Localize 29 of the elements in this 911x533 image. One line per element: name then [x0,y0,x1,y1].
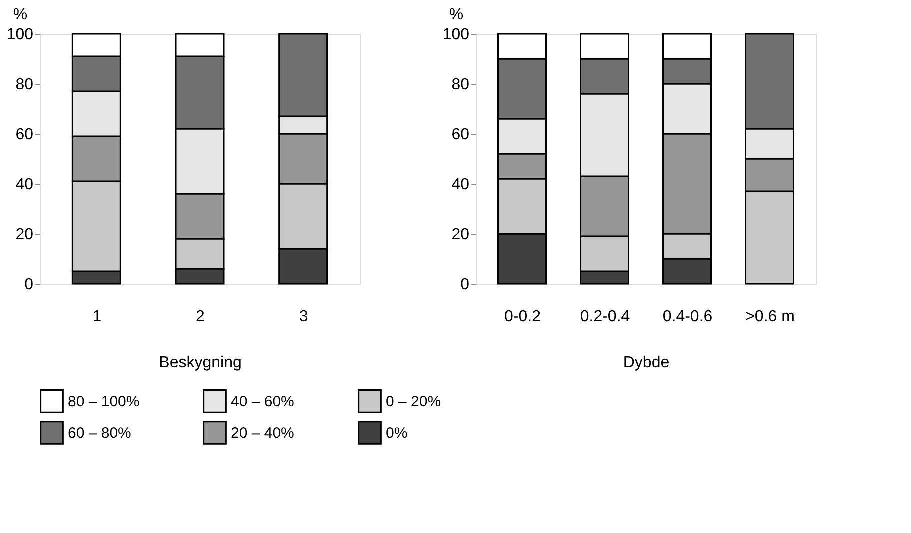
x-tick-label: 3 [299,308,308,326]
y-tick-label: 0 [460,276,470,294]
y-tick-label: 100 [442,26,470,44]
legend-label: 0 – 20% [386,393,442,410]
y-tick-label: 20 [16,226,34,244]
y-tick-label: 80 [16,76,34,94]
x-tick-label: 0-0.2 [504,308,542,326]
y-tick-label: 60 [16,126,34,144]
legend-label: 40 – 60% [231,393,294,410]
x-tick-label: 1 [92,308,102,326]
x-axis-title: Beskygning [159,354,242,372]
legend-label: 0% [386,425,408,442]
y-tick-label: 40 [16,176,34,194]
y-tick-label: 20 [452,226,470,244]
x-tick-label: 0.4-0.6 [662,308,713,326]
y-tick-label: 0 [24,276,34,294]
legend-label: 60 – 80% [68,425,132,442]
y-tick-label: 60 [452,126,470,144]
y-axis-title: % [13,6,28,24]
y-axis-title: % [449,6,464,24]
x-tick-label: 2 [196,308,206,326]
legend-label: 80 – 100% [68,393,140,410]
x-tick-label: >0.6 m [746,308,795,326]
y-tick-label: 100 [6,26,34,44]
y-tick-label: 80 [452,76,470,94]
legend-label: 20 – 40% [231,425,294,442]
y-tick-label: 40 [452,176,470,194]
x-tick-label: 0.2-0.4 [580,308,630,326]
x-axis-title: Dybde [623,354,670,372]
